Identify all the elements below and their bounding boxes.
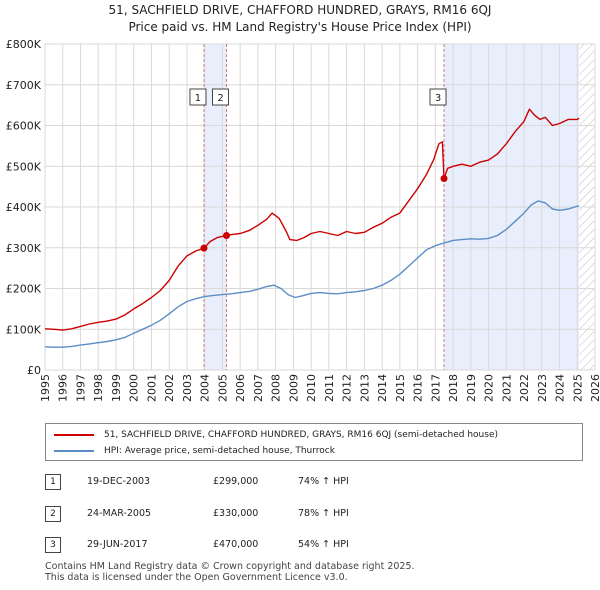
- x-tick-label: 1998: [92, 374, 105, 402]
- legend-property-label: 51, SACHFIELD DRIVE, CHAFFORD HUNDRED, G…: [104, 430, 499, 440]
- table-row: 2 24-MAR-2005 £330,000 78% ↑ HPI: [45, 506, 585, 524]
- x-tick-label: 2011: [323, 374, 336, 402]
- event-marker-box: [212, 88, 229, 106]
- sale-date: 29-JUN-2017: [87, 539, 148, 550]
- x-tick-label: 2001: [145, 374, 158, 402]
- x-tick-label: 2025: [571, 374, 584, 402]
- x-tick-label: 2013: [358, 374, 371, 402]
- y-tick-label: £0: [27, 364, 41, 377]
- x-tick-label: 2003: [181, 374, 194, 402]
- legend-hpi-swatch: [54, 449, 94, 452]
- x-tick-label: 2004: [199, 374, 212, 402]
- x-tick-label: 2022: [518, 374, 531, 402]
- sale-marker: 3: [45, 537, 61, 553]
- legend-hpi-label: HPI: Average price, semi-detached house,…: [104, 446, 335, 456]
- series-lines: [45, 108, 580, 348]
- sale-price: £299,000: [213, 476, 259, 487]
- x-tick-label: 1995: [39, 374, 52, 402]
- sale-point: [223, 232, 230, 240]
- y-tick-label: £500K: [6, 160, 42, 173]
- sale-hpi-change: 74% ↑ HPI: [298, 476, 349, 487]
- x-tick-label: 2019: [465, 374, 478, 402]
- y-tick-label: £400K: [6, 201, 42, 214]
- legend-item-property: 51, SACHFIELD DRIVE, CHAFFORD HUNDRED, G…: [54, 427, 498, 443]
- x-tick-label: 1999: [110, 374, 123, 402]
- x-tick-label: 2012: [341, 374, 354, 402]
- sale-point: [440, 174, 448, 182]
- x-tick-label: 2018: [447, 374, 460, 402]
- y-axis-ticks: £0 £100K £200K £300K £400K £500K £600K £700K £80…: [6, 38, 42, 377]
- x-tick-label: 2008: [270, 374, 283, 402]
- x-tick-label: 2014: [376, 374, 389, 402]
- x-tick-label: 2021: [500, 374, 513, 402]
- y-tick-label: £100K: [6, 323, 42, 336]
- event-marker-box: [429, 88, 447, 106]
- event-lines: [203, 44, 445, 370]
- x-tick-label: 2005: [216, 374, 229, 402]
- sale-hpi-change: 78% ↑ HPI: [298, 508, 349, 519]
- footer: Contains HM Land Registry data © Crown c…: [45, 561, 415, 583]
- x-tick-label: 2007: [252, 374, 265, 402]
- hpi-line: [45, 200, 580, 348]
- y-tick-label: £800K: [6, 38, 42, 51]
- x-tick-label: 2026: [589, 374, 600, 402]
- sale-marker: 2: [45, 506, 61, 522]
- table-row: 1 19-DEC-2003 £299,000 74% ↑ HPI: [45, 474, 585, 492]
- x-tick-label: 2016: [412, 374, 425, 402]
- y-tick-label: £200K: [6, 283, 42, 296]
- footer-line2: This data is licensed under the Open Gov…: [45, 572, 348, 583]
- x-tick-label: 2009: [287, 374, 300, 402]
- sale-date: 24-MAR-2005: [87, 508, 152, 519]
- sale-point: [200, 244, 208, 252]
- y-tick-label: £600K: [6, 120, 42, 133]
- footer-line1: Contains HM Land Registry data © Crown c…: [45, 561, 415, 572]
- x-tick-label: 2024: [554, 374, 567, 402]
- sale-hpi-change: 54% ↑ HPI: [298, 539, 349, 550]
- event-marker: 2: [212, 88, 229, 106]
- event-marker-label: 2: [217, 93, 223, 104]
- x-tick-label: 2023: [536, 374, 549, 402]
- x-tick-label: 1996: [57, 374, 70, 402]
- y-tick-label: £700K: [6, 79, 42, 92]
- x-tick-label: 2017: [429, 374, 442, 402]
- chart-title-line1: 51, SACHFIELD DRIVE, CHAFFORD HUNDRED, G…: [108, 3, 492, 17]
- event-marker-label: 3: [435, 93, 441, 104]
- grid-lines: [44, 43, 596, 371]
- event-marker: 3: [429, 88, 447, 106]
- x-tick-label: 2002: [163, 374, 176, 402]
- chart-title-line2: Price paid vs. HM Land Registry's House …: [128, 20, 472, 34]
- x-tick-label: 2000: [128, 374, 141, 402]
- x-tick-label: 1997: [74, 374, 87, 402]
- sale-price: £330,000: [213, 508, 259, 519]
- legend-property-swatch: [54, 433, 94, 436]
- price-chart: 1 2 3 £0 £100K £200K £300K £400K £500K £600K £700…: [6, 38, 600, 402]
- legend: 51, SACHFIELD DRIVE, CHAFFORD HUNDRED, G…: [45, 423, 583, 461]
- sale-marker: 1: [45, 474, 61, 490]
- x-tick-label: 2006: [234, 374, 247, 402]
- sale-price: £470,000: [213, 539, 259, 550]
- chart-title: 51, SACHFIELD DRIVE, CHAFFORD HUNDRED, G…: [0, 2, 600, 36]
- x-tick-label: 2015: [394, 374, 407, 402]
- table-row: 3 29-JUN-2017 £470,000 54% ↑ HPI: [45, 537, 585, 555]
- x-tick-label: 2010: [305, 374, 318, 402]
- y-tick-label: £300K: [6, 242, 42, 255]
- x-tick-label: 2020: [483, 374, 496, 402]
- sale-date: 19-DEC-2003: [87, 476, 151, 487]
- sale-points: [200, 174, 448, 252]
- x-axis-ticks: 1995 1996 1997 1998 1999 2000 2001 2002 2003 2004…: [39, 374, 600, 402]
- legend-item-hpi: HPI: Average price, semi-detached house,…: [54, 443, 335, 459]
- event-marker: 1: [189, 88, 207, 106]
- event-markers: 1 2 3: [189, 88, 447, 106]
- event-marker-box: [189, 88, 207, 106]
- property-price-line: [45, 108, 580, 331]
- event-marker-label: 1: [195, 93, 201, 104]
